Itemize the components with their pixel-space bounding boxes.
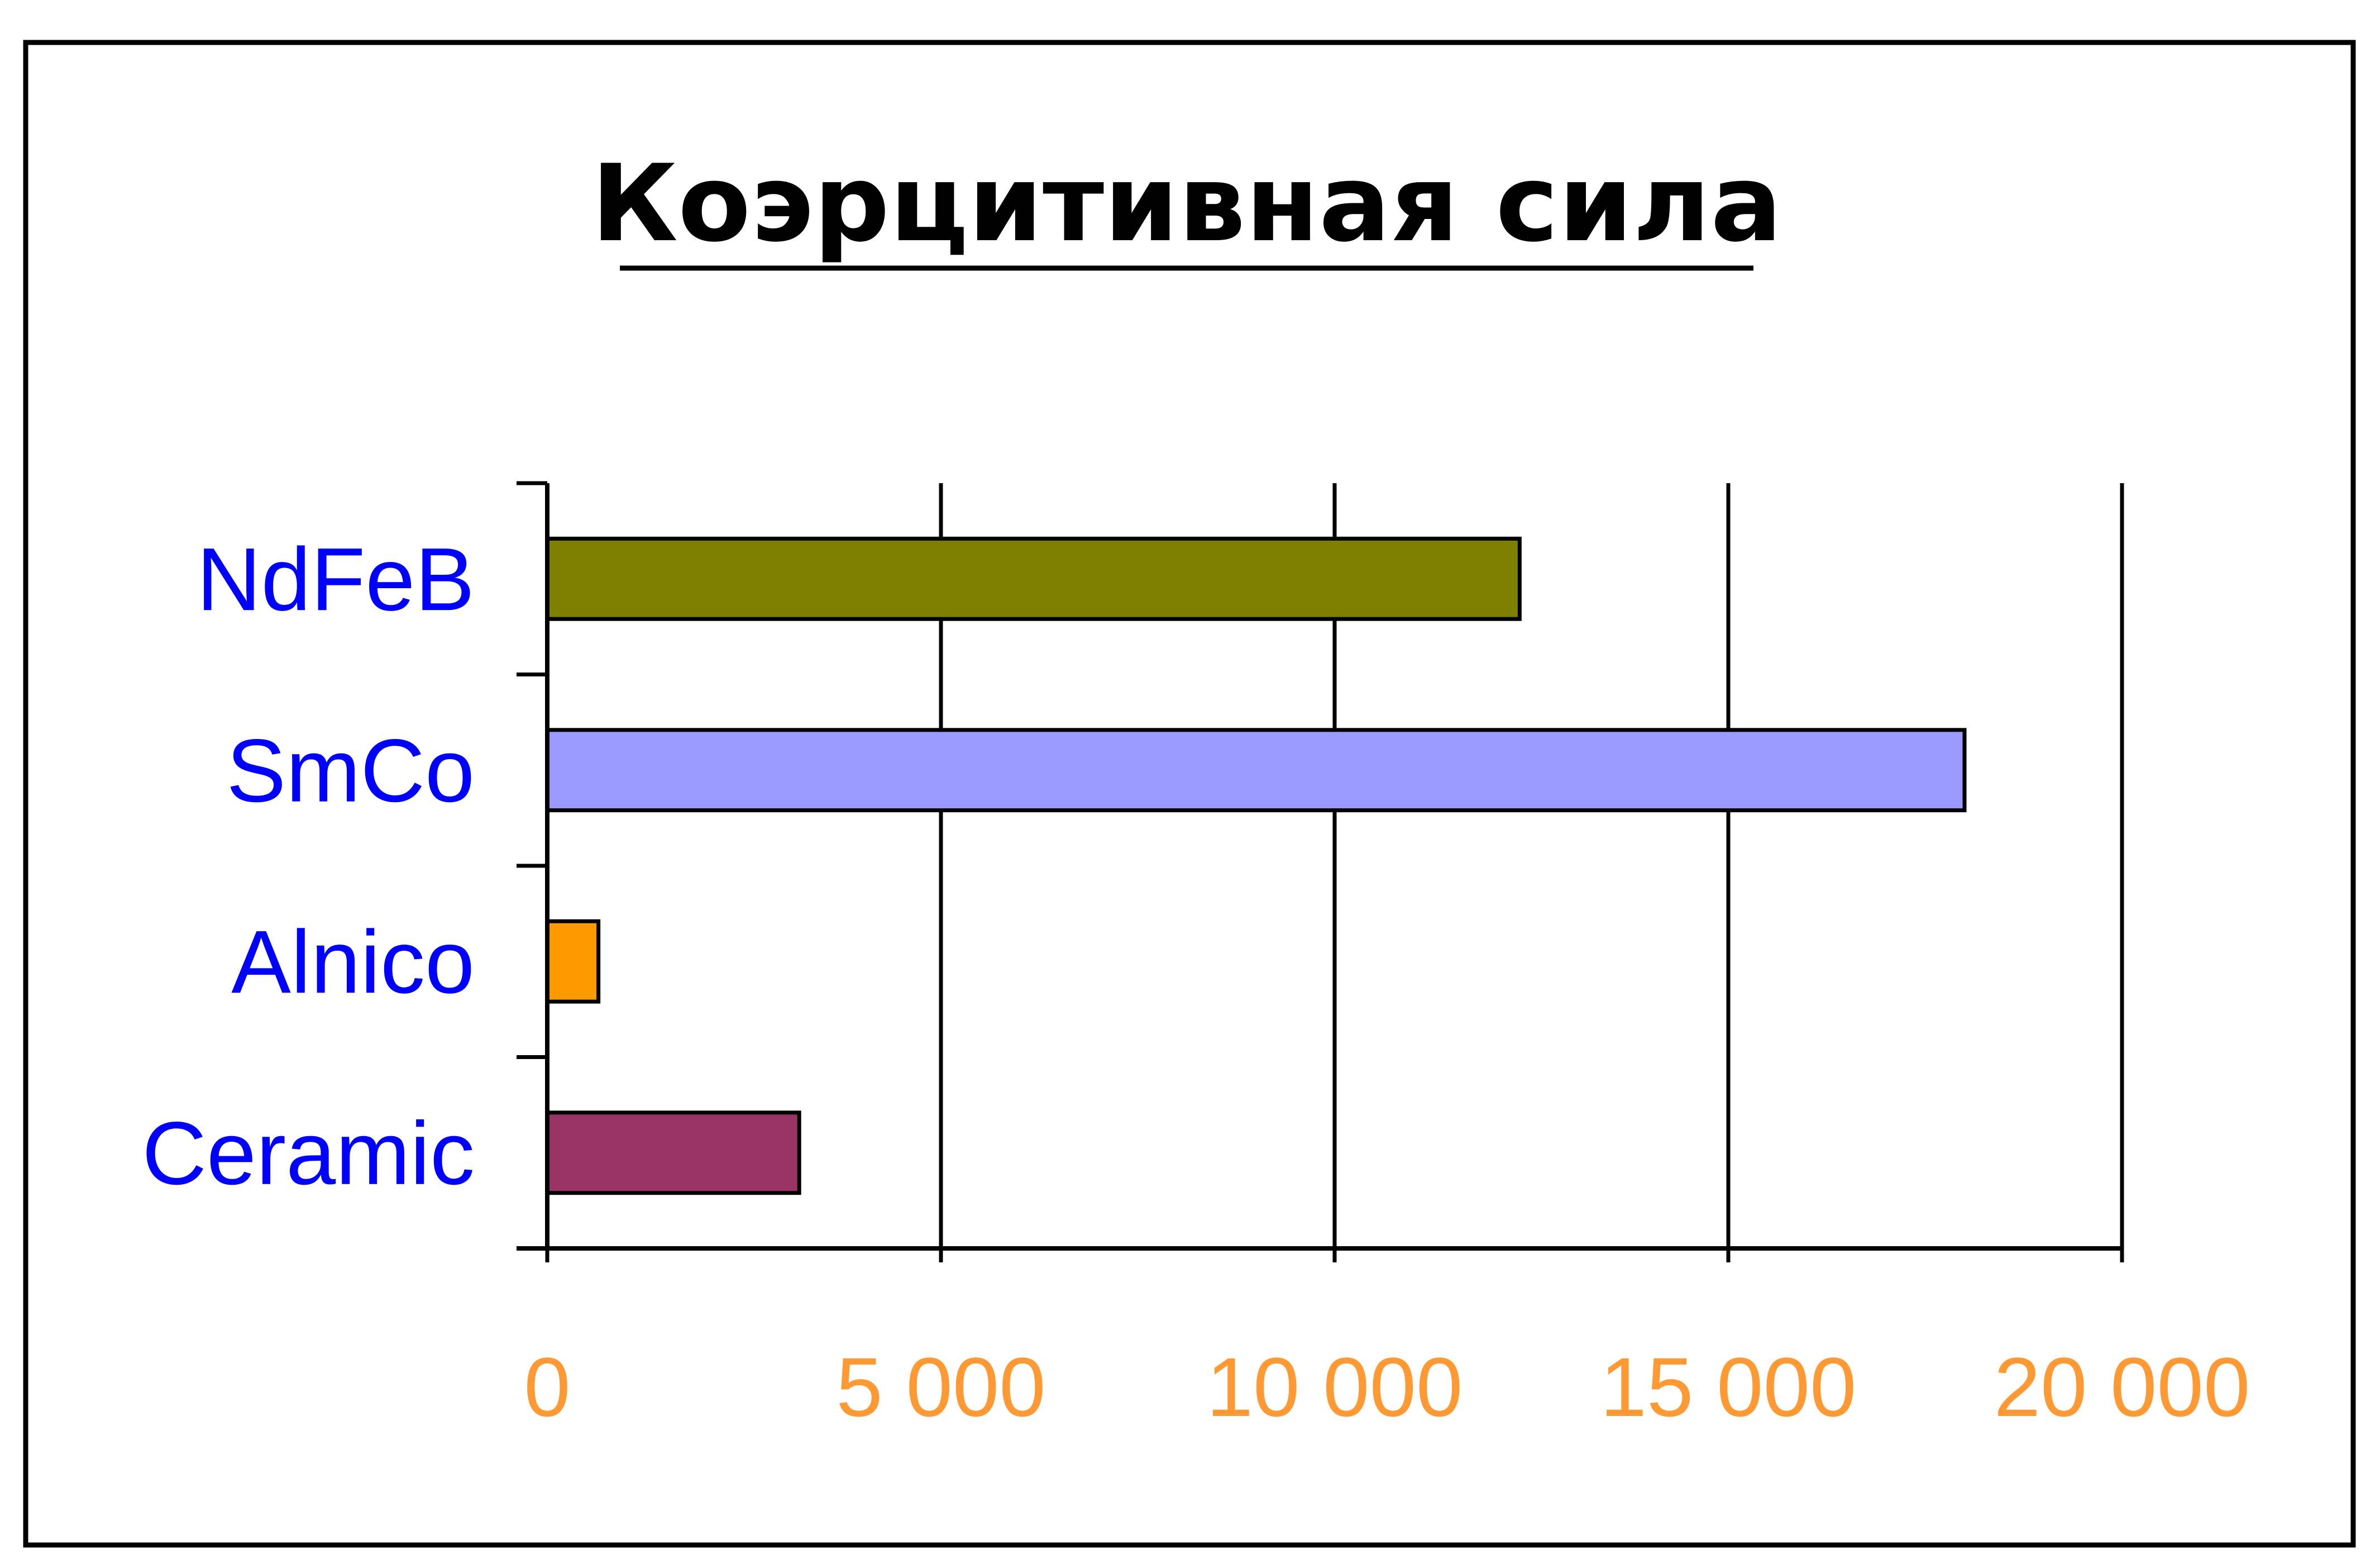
labels: 0 5 000 10 000 15 000 20 000 NdFeB SmCo Alnico C…: [142, 529, 2250, 1434]
chart-title: Коэрцитивная сила: [591, 142, 1782, 265]
category-label: Ceramic: [142, 1103, 475, 1203]
x-tick-label: 0: [524, 1340, 570, 1434]
category-label: SmCo: [226, 721, 475, 821]
bar-ndfeb: [545, 536, 1522, 621]
x-tick-label: 15 000: [1600, 1340, 1857, 1434]
category-label: NdFeB: [197, 529, 475, 629]
x-tick-label: 10 000: [1207, 1340, 1463, 1434]
bar-smco: [545, 728, 1967, 813]
axes: [517, 481, 2124, 1262]
x-tick-label: 5 000: [836, 1340, 1045, 1434]
bar-ceramic: [545, 1110, 801, 1195]
bar-alnico: [545, 919, 601, 1004]
category-label: Alnico: [231, 912, 475, 1012]
x-tick-label: 20 000: [1994, 1340, 2250, 1434]
